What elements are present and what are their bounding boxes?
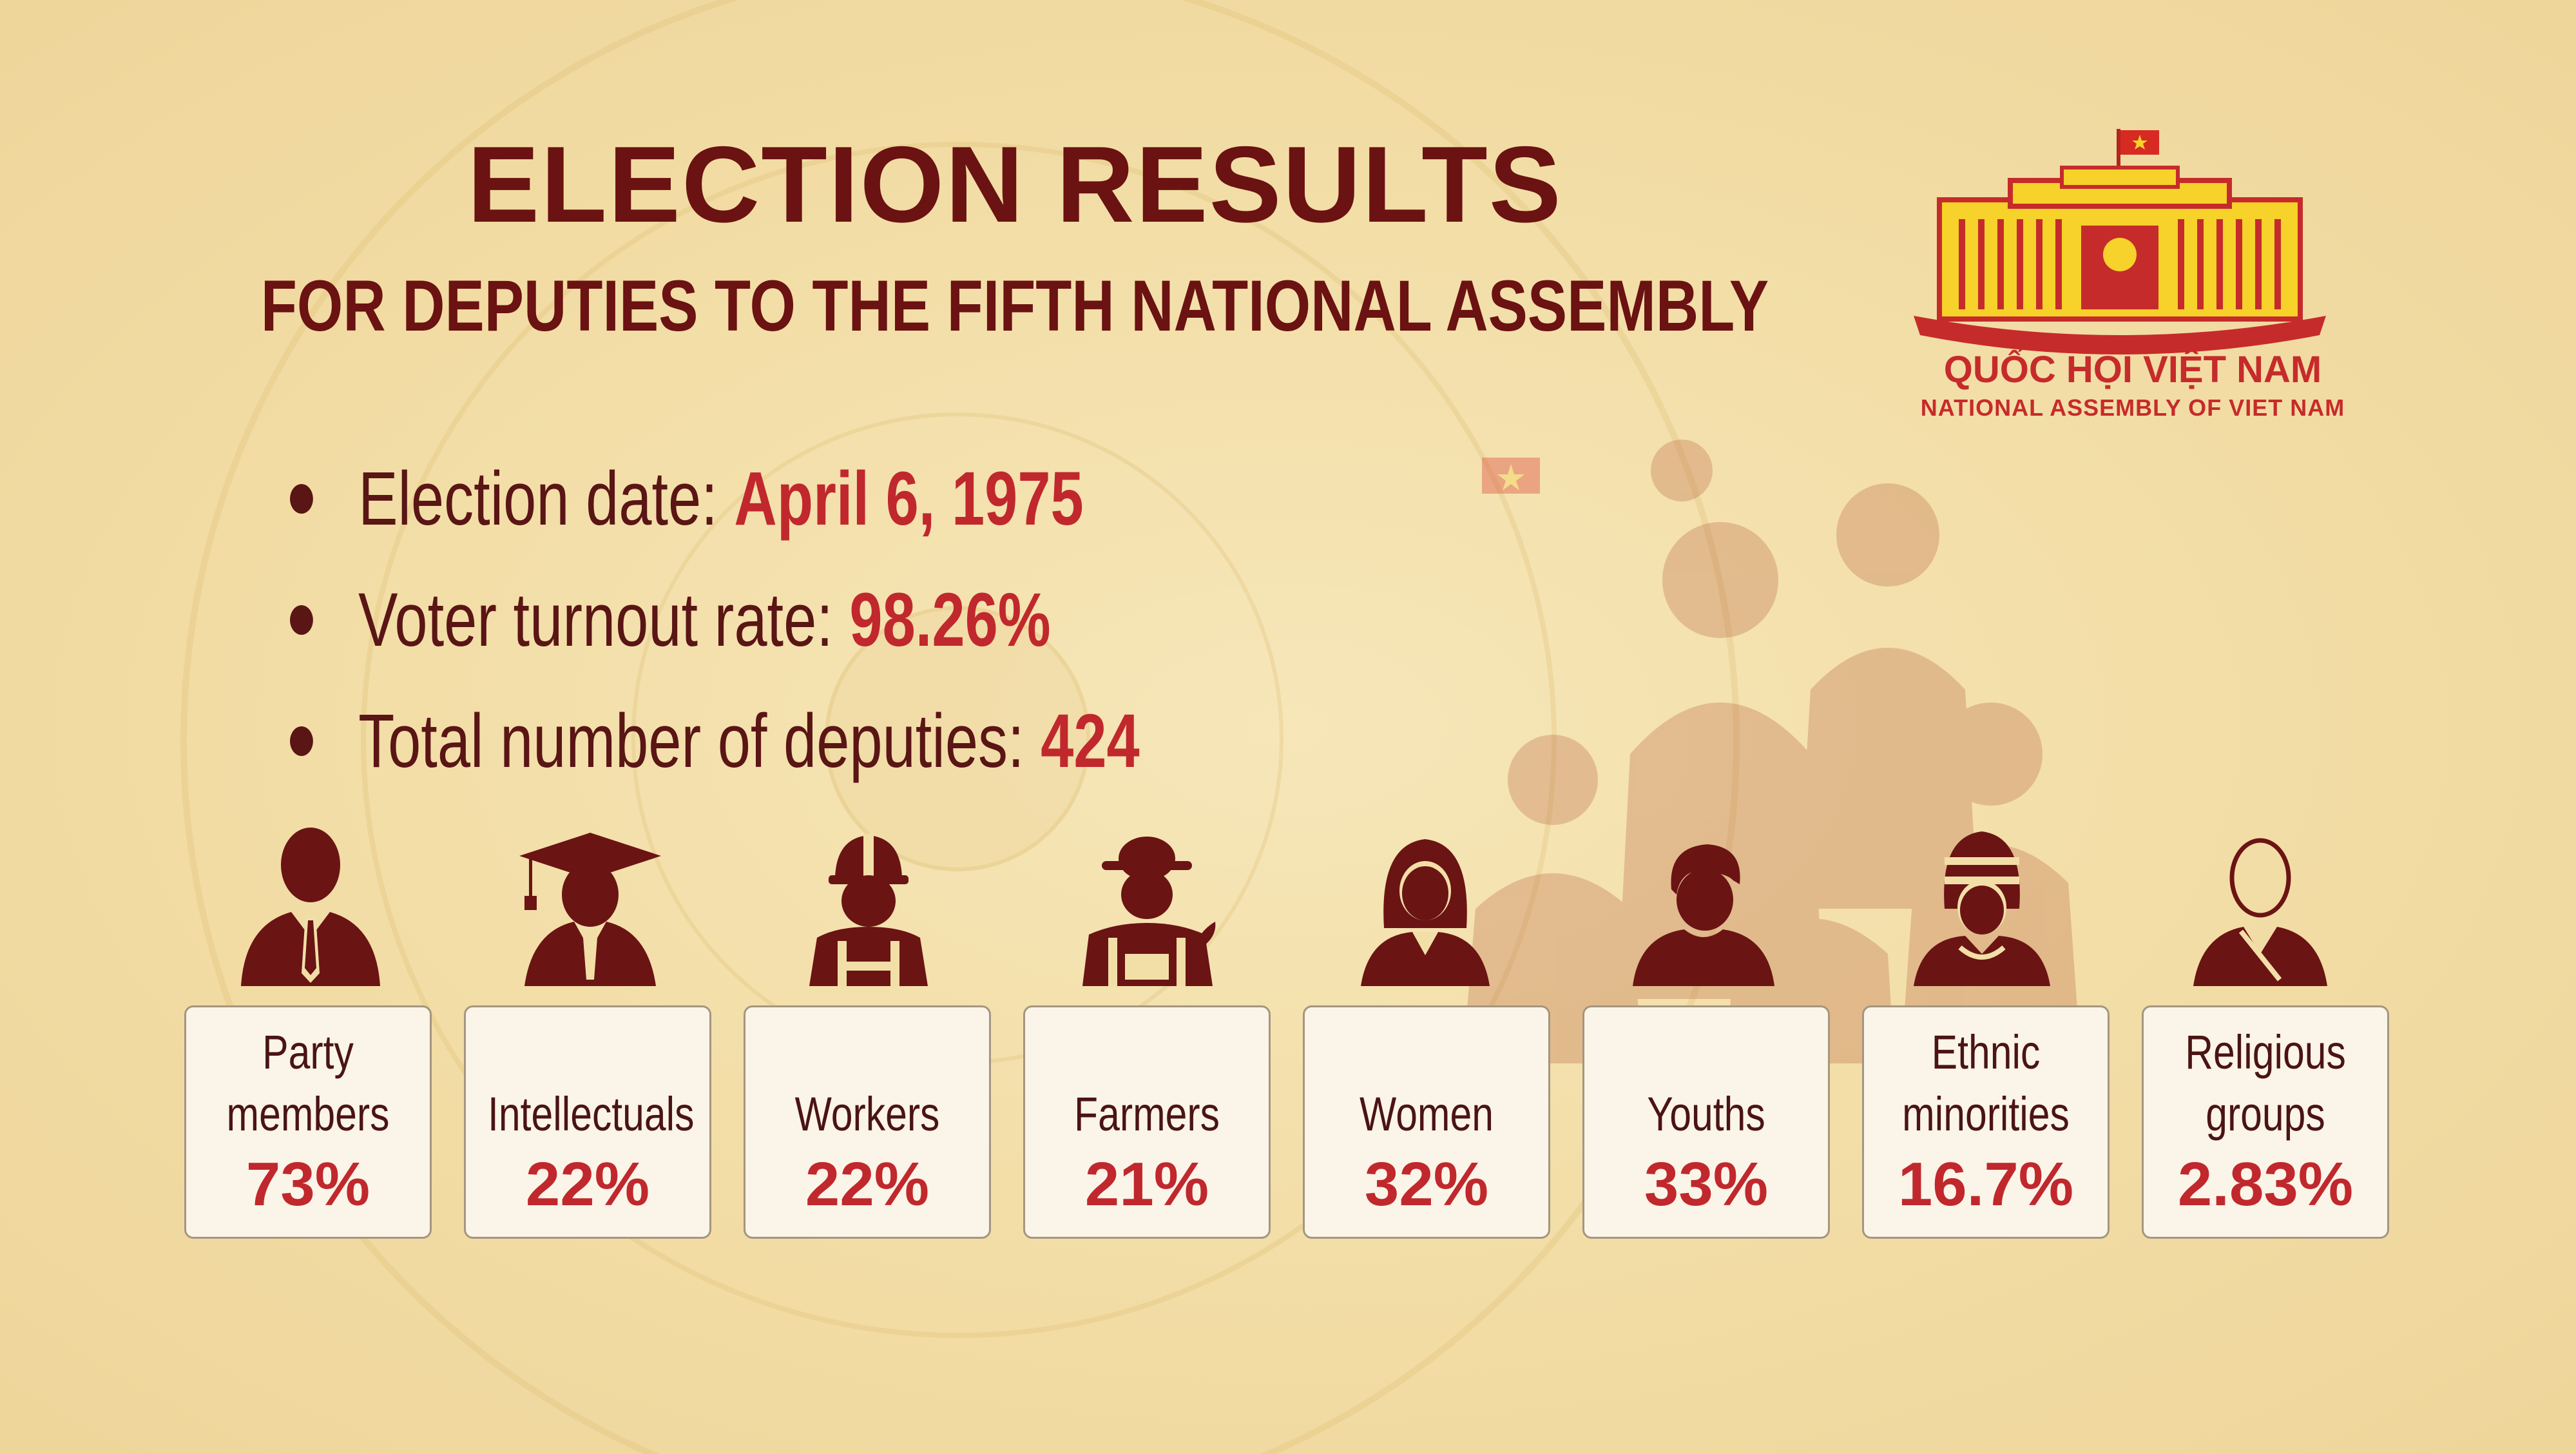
fact-value: April 6, 1975: [734, 456, 1084, 541]
page-subtitle: FOR DEPUTIES TO THE FIFTH NATIONAL ASSEM…: [260, 266, 1769, 346]
facts-list: Election date: April 6, 1975 Voter turno…: [290, 438, 1379, 802]
card-percentage: 22%: [805, 1150, 930, 1219]
card-label: Religious groups: [2185, 1025, 2346, 1141]
farmer-icon: [1063, 819, 1231, 986]
logo-name-vietnamese: QUỐC HỘI VIỆT NAM: [1943, 349, 2322, 391]
worker-hardhat-icon: [785, 819, 952, 986]
logo-name-english: NATIONAL ASSEMBLY OF VIET NAM: [1920, 394, 2345, 421]
bullet-icon: [290, 726, 313, 756]
category-card-religious-groups: Religious groups 2.83%: [2142, 1005, 2389, 1239]
card-percentage: 32%: [1364, 1150, 1489, 1219]
category-card-farmers: Farmers 21%: [1023, 1005, 1271, 1239]
card-label: Intellectuals: [488, 1087, 695, 1141]
graduate-icon: [506, 819, 674, 986]
bullet-icon: [290, 605, 313, 635]
fact-label: Election date:: [358, 456, 718, 541]
fact-value: 424: [1041, 699, 1140, 784]
card-label: Farmers: [1074, 1087, 1220, 1141]
monk-icon: [2177, 819, 2344, 986]
fact-voter-turnout: Voter turnout rate: 98.26%: [290, 559, 1140, 681]
fact-election-date: Election date: April 6, 1975: [290, 438, 1140, 559]
card-label: Women: [1360, 1087, 1494, 1141]
businessman-icon: [227, 819, 394, 986]
drum-pattern-ring-outer: [180, 0, 1740, 1454]
category-card-women: Women 32%: [1303, 1005, 1550, 1239]
category-card-workers: Workers 22%: [744, 1005, 991, 1239]
fact-value: 98.26%: [849, 577, 1051, 663]
national-assembly-logo: [1914, 129, 2326, 354]
card-label: Party members: [226, 1025, 390, 1141]
card-label: Youths: [1647, 1087, 1765, 1141]
youth-icon: [1620, 819, 1787, 986]
fact-label: Total number of deputies:: [358, 699, 1024, 784]
card-percentage: 33%: [1644, 1150, 1769, 1219]
page-title: ELECTION RESULTS: [467, 124, 1562, 245]
fact-total-deputies: Total number of deputies: 424: [290, 681, 1140, 802]
drum-pattern-ring-middle: [361, 142, 1557, 1338]
card-percentage: 21%: [1084, 1150, 1209, 1219]
card-percentage: 73%: [245, 1150, 370, 1219]
category-card-intellectuals: Intellectuals 22%: [464, 1005, 711, 1239]
card-percentage: 22%: [525, 1150, 650, 1219]
category-card-youths: Youths 33%: [1582, 1005, 1830, 1239]
category-card-party-members: Party members 73%: [184, 1005, 432, 1239]
drum-pattern-center: [825, 606, 1090, 871]
card-percentage: 16.7%: [1898, 1150, 2074, 1219]
category-card-ethnic-minorities: Ethnic minorities 16.7%: [1862, 1005, 2110, 1239]
card-label: Workers: [794, 1087, 940, 1141]
woman-icon: [1341, 819, 1509, 986]
bullet-icon: [290, 484, 313, 514]
ethnic-headdress-icon: [1898, 819, 2066, 986]
card-percentage: 2.83%: [2177, 1150, 2354, 1219]
card-label: Ethnic minorities: [1902, 1025, 2070, 1141]
fact-label: Voter turnout rate:: [358, 577, 833, 663]
